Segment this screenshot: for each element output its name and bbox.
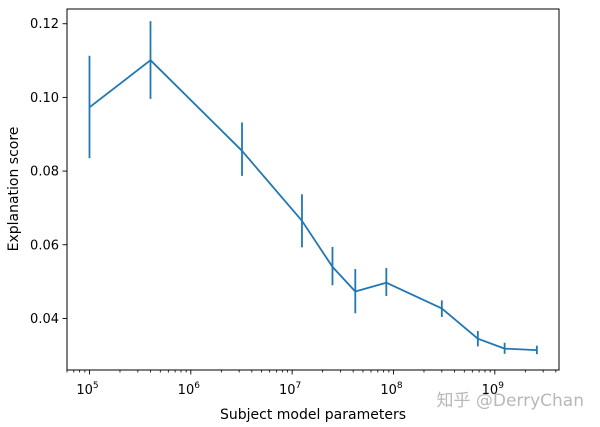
y-tick-label: 0.08 <box>30 165 59 180</box>
y-tick-label: 0.04 <box>30 312 59 327</box>
y-tick-label: 0.12 <box>30 17 59 32</box>
plot-frame <box>66 8 560 371</box>
x-tick-label: 109 <box>482 381 505 398</box>
x-axis-ticks: 105 106 107 108 109 <box>76 370 504 398</box>
x-tick-label: 106 <box>178 381 201 398</box>
plot-area <box>67 9 559 370</box>
y-axis-ticks: 0.04 0.06 0.08 0.10 0.12 <box>30 17 67 327</box>
x-tick-label: 107 <box>279 381 301 398</box>
y-tick-label: 0.10 <box>30 91 59 106</box>
x-tick-label: 105 <box>76 381 98 398</box>
y-tick-label: 0.06 <box>30 238 59 253</box>
watermark: 知乎 @DerryChan <box>436 391 584 411</box>
y-axis-label: Explanation score <box>6 127 22 252</box>
x-tick-label: 108 <box>380 381 403 398</box>
x-axis-label: Subject model parameters <box>220 407 406 423</box>
series-line <box>88 59 537 352</box>
